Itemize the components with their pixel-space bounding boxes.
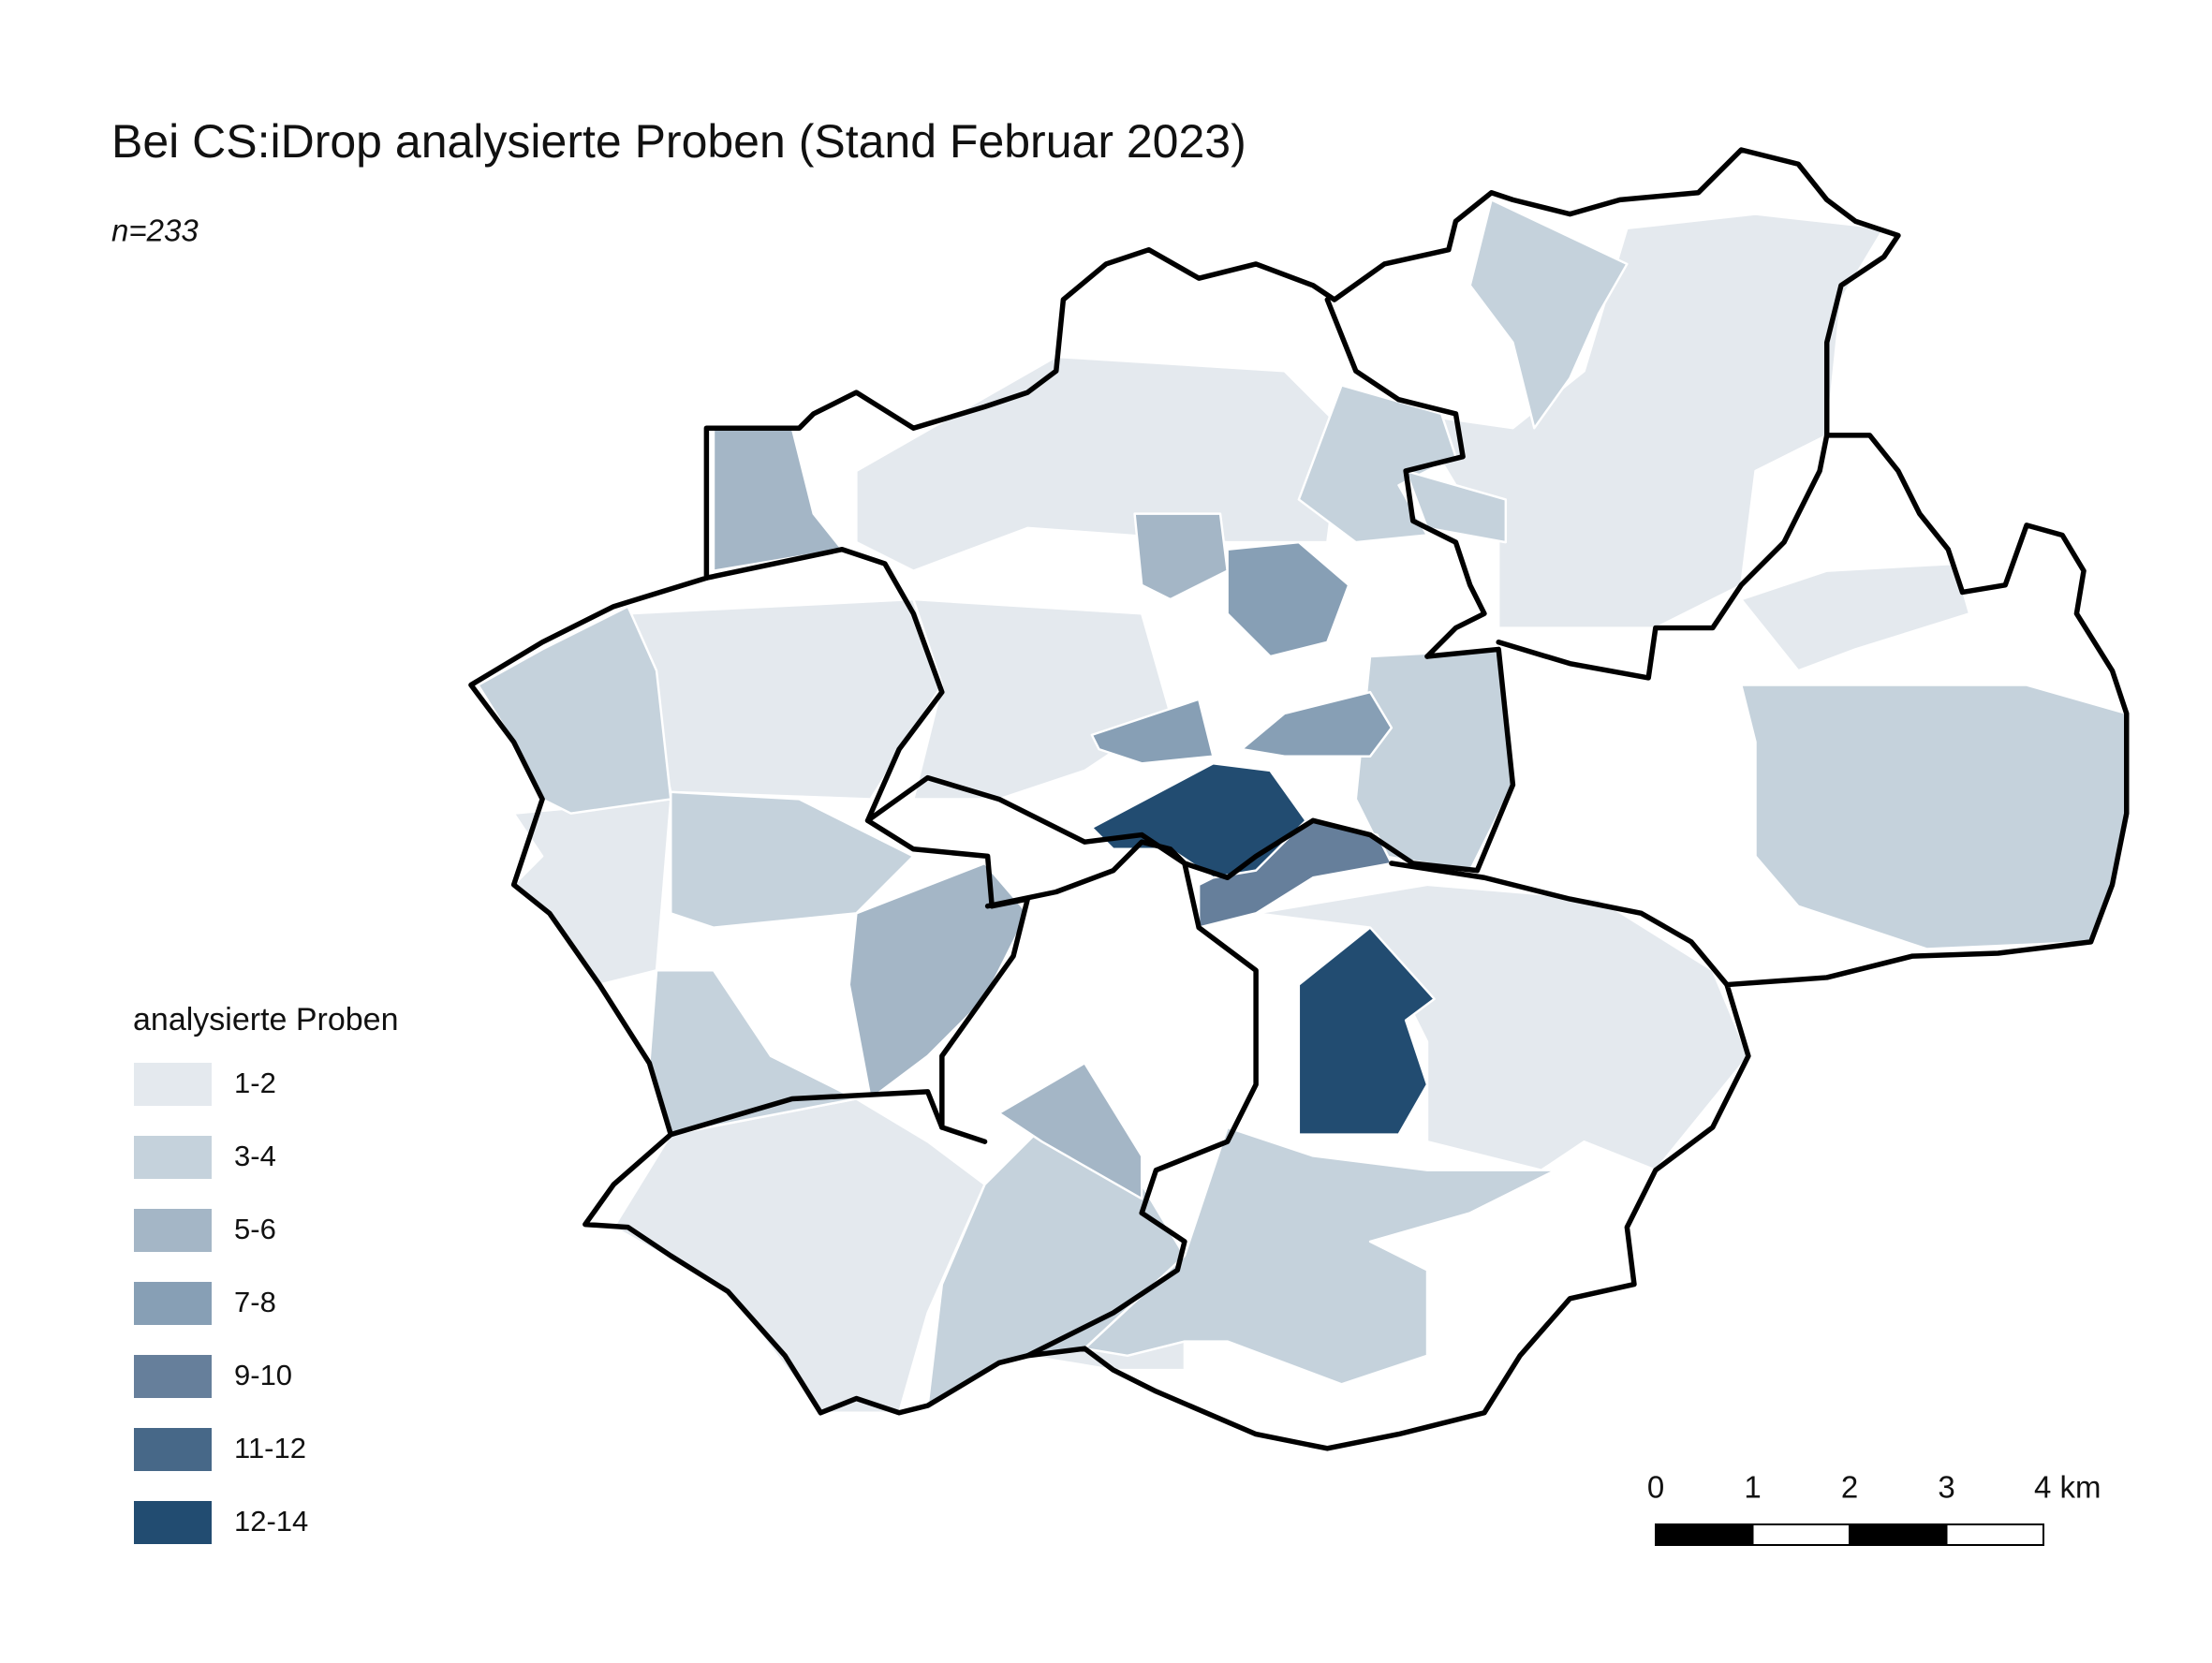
district: [612, 1097, 986, 1414]
borough-borders: [468, 147, 2130, 1451]
legend-swatch: [134, 1209, 212, 1252]
legend-label: 1-2: [234, 1067, 276, 1099]
borough-border: [668, 1089, 945, 1138]
scale-label: 4 km: [2034, 1470, 2101, 1505]
scale-segment: [1945, 1523, 2044, 1546]
legend-label: 11-12: [234, 1432, 306, 1464]
map-title: Bei CS:iDrop analysierte Proben (Stand F…: [111, 115, 1246, 168]
legend-swatch: [134, 1501, 212, 1544]
borough-border: [864, 646, 1516, 881]
district: [997, 1062, 1143, 1200]
scale-segment: [1849, 1523, 1948, 1546]
scale-label: 3: [1938, 1470, 1954, 1505]
legend-swatch: [134, 1136, 212, 1179]
district: [1090, 698, 1215, 765]
borough-border: [984, 839, 1187, 909]
map-subtitle: n=233: [111, 213, 199, 248]
district: [1404, 469, 1508, 544]
scale-label: 1: [1744, 1470, 1761, 1505]
district: [512, 798, 672, 986]
legend-title: analysierte Proben: [133, 1002, 399, 1038]
scale-label: 0: [1647, 1470, 1664, 1505]
legend-swatch: [134, 1355, 212, 1398]
borough-border: [1389, 861, 1730, 988]
district: [1240, 690, 1394, 758]
district: [1133, 512, 1229, 601]
legend-label: 12-14: [234, 1505, 308, 1538]
borough-border: [1025, 861, 1259, 1359]
legend-label: 5-6: [234, 1213, 276, 1245]
borough-border: [703, 546, 1031, 1144]
district: [1468, 199, 1629, 430]
map-area: [468, 147, 2130, 1451]
legend: 1-2 3-4 5-6 7-8 9-10 11-12 12-14: [134, 1063, 308, 1544]
legend-label: 3-4: [234, 1140, 276, 1172]
district: [848, 861, 1029, 1100]
scale-segment: [1751, 1523, 1851, 1546]
district: [1084, 1126, 1557, 1386]
district: [477, 605, 672, 815]
legend-label: 9-10: [234, 1359, 292, 1391]
district: [1226, 540, 1350, 658]
scale-label: 2: [1841, 1470, 1858, 1505]
scale-bar: 0 1 2 3 4 km: [1647, 1470, 2101, 1546]
legend-swatch: [134, 1063, 212, 1106]
legend-swatch: [134, 1428, 212, 1471]
legend-label: 7-8: [234, 1286, 276, 1318]
district: [1740, 562, 1971, 672]
borough-border: [1496, 433, 1830, 681]
legend-swatch: [134, 1282, 212, 1325]
borough-border: [1324, 297, 1487, 659]
district: [1297, 926, 1436, 1136]
scale-segment: [1655, 1523, 1754, 1546]
